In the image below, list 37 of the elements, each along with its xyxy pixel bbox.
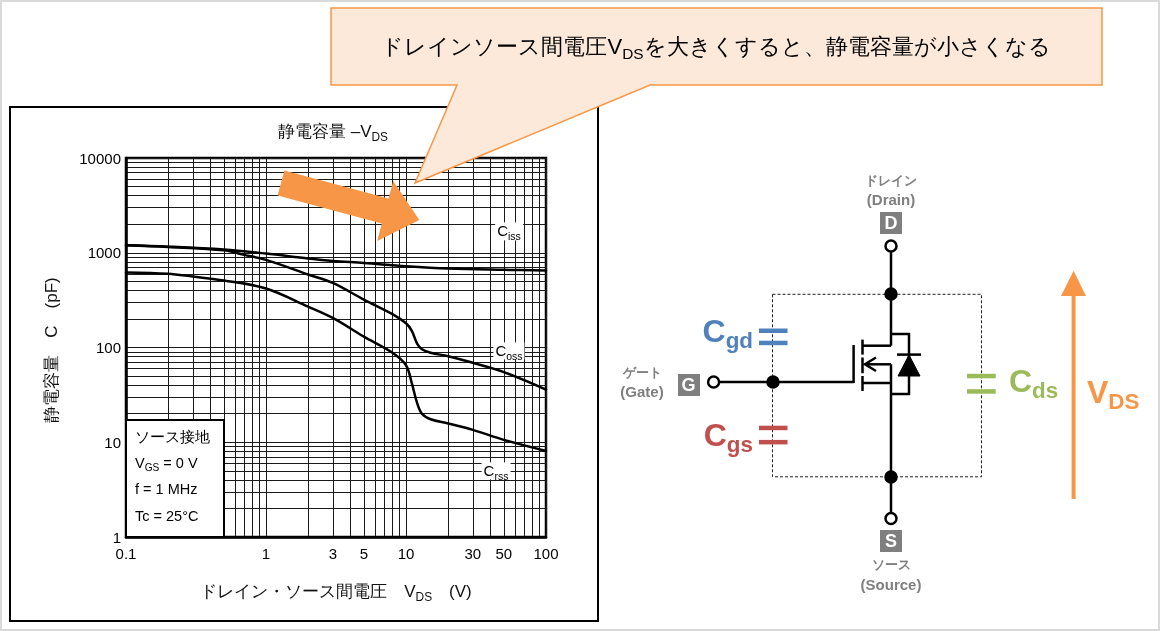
chart-title: 静電容量 –V$_{DS}$ bbox=[277, 122, 389, 144]
y-axis-title: 静電容量 C (pF) bbox=[42, 277, 62, 423]
annotation: f = 1 MHz bbox=[135, 480, 198, 498]
x-tick-label: 100 bbox=[533, 545, 559, 562]
text: ドレイン・ソース間電圧 V$_{DS}$ (V) bbox=[200, 582, 472, 604]
y-tick-label: 100 bbox=[95, 339, 121, 356]
annotation: V$_{GS}$ = 0 V bbox=[135, 454, 198, 473]
text: C$_{gd}$ bbox=[702, 312, 753, 354]
text: (Source) bbox=[860, 576, 922, 594]
annotation: Tc = 25°C bbox=[135, 507, 199, 525]
x-tick-label: 1 bbox=[261, 545, 271, 562]
x-tick-label: 0.1 bbox=[115, 545, 137, 562]
text: ゲート bbox=[622, 364, 662, 381]
series-label: C$_{rss}$ bbox=[481, 462, 511, 482]
y-tick-label: 10000 bbox=[79, 149, 121, 167]
text: V$_{DS}$ bbox=[1087, 373, 1140, 415]
text: (Drain) bbox=[866, 191, 916, 209]
y-tick-label: 1000 bbox=[87, 244, 121, 262]
text: G bbox=[677, 374, 700, 396]
text: S bbox=[880, 530, 902, 552]
text: ドレインソース間電圧V$_{DS}$を大きくすると、静電容量が小さくなる bbox=[381, 34, 1051, 62]
y-tick-label: 10 bbox=[104, 433, 121, 451]
text: ソース bbox=[871, 556, 911, 573]
x-tick-label: 10 bbox=[397, 545, 415, 562]
x-tick-label: 3 bbox=[328, 545, 337, 562]
series-label: C$_{oss}$ bbox=[493, 341, 525, 362]
text: D bbox=[880, 212, 902, 234]
annotation: ソース接地 bbox=[135, 428, 210, 446]
x-tick-label: 30 bbox=[464, 545, 482, 562]
text: (Gate) bbox=[620, 383, 664, 401]
x-tick-label: 50 bbox=[495, 545, 513, 562]
y-tick-label: 1 bbox=[112, 528, 121, 546]
series-label: C$_{iss}$ bbox=[495, 222, 523, 242]
x-tick-label: 5 bbox=[359, 545, 369, 562]
text: ドレイン bbox=[865, 172, 917, 189]
text: C$_{gs}$ bbox=[703, 416, 753, 458]
text: C$_{ds}$ bbox=[1009, 362, 1059, 404]
